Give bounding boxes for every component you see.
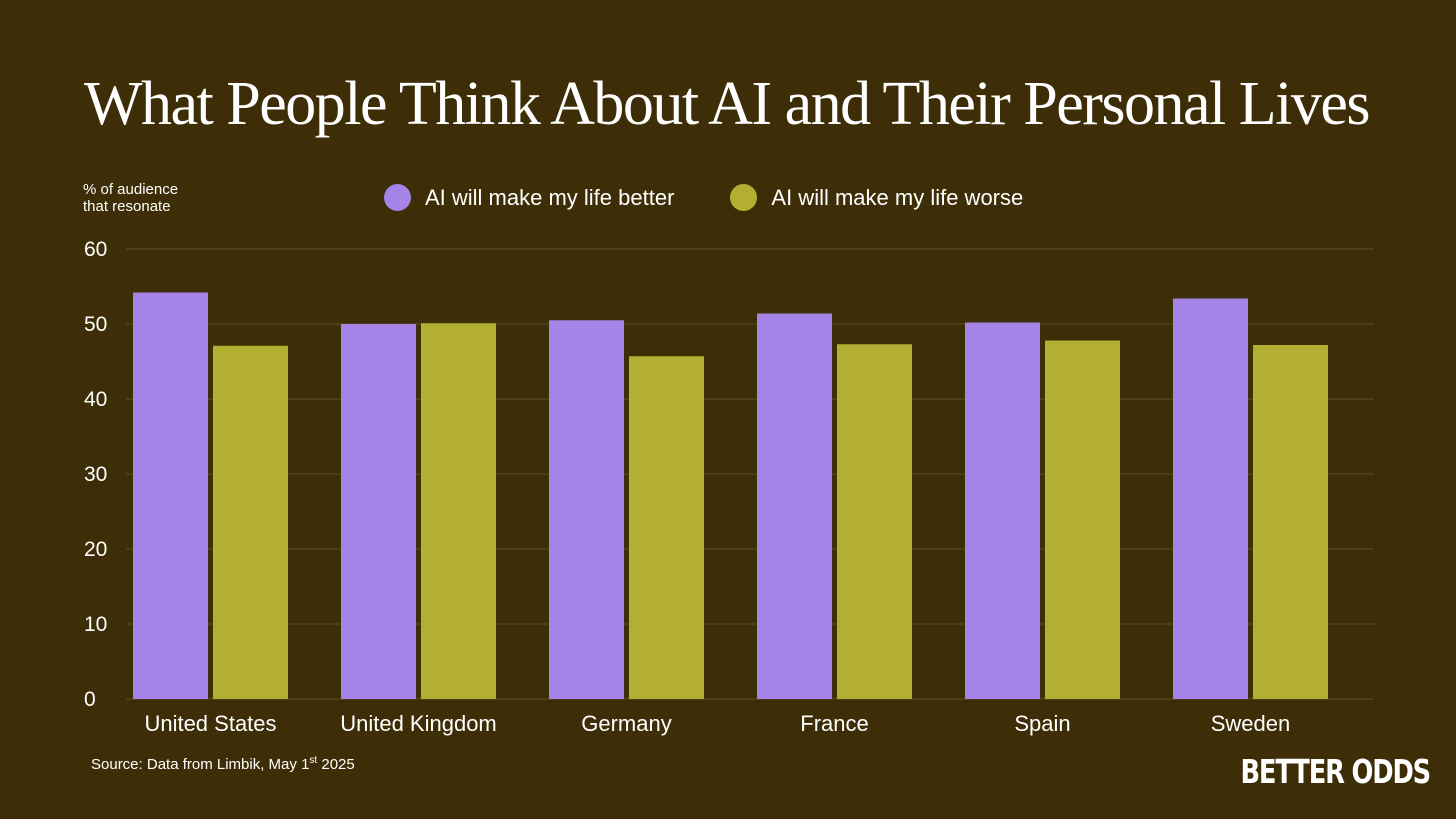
legend-item-better: AI will make my life better — [384, 184, 674, 211]
bar-better-germany — [549, 320, 624, 699]
bar-worse-sweden — [1253, 345, 1328, 699]
y-tick-label-20: 20 — [84, 538, 107, 561]
source-year: 2025 — [317, 756, 355, 773]
legend: AI will make my life better AI will make… — [384, 184, 1079, 211]
x-tick-label-france: France — [800, 711, 868, 736]
bar-worse-united-kingdom — [421, 323, 496, 699]
bar-worse-united-states — [213, 345, 288, 699]
y-tick-label-50: 50 — [84, 313, 107, 336]
y-tick-label-60: 60 — [84, 238, 107, 261]
x-tick-label-germany: Germany — [581, 711, 671, 736]
brand-logo: BETTER ODDS — [1240, 752, 1431, 791]
y-axis-label: % of audience that resonate — [83, 181, 223, 215]
bar-better-united-kingdom — [341, 324, 416, 699]
legend-label-better: AI will make my life better — [425, 184, 675, 210]
x-tick-label-spain: Spain — [1014, 711, 1070, 736]
bar-worse-france — [837, 344, 912, 699]
source-ordinal: st — [309, 755, 318, 766]
legend-swatch-worse — [730, 184, 758, 211]
source-note: Source: Data from Limbik, May 1st 2025 — [91, 755, 355, 773]
x-tick-label-united-kingdom: United Kingdom — [340, 711, 497, 736]
chart-title: What People Think About AI and Their Per… — [84, 70, 1371, 138]
y-tick-label-0: 0 — [84, 688, 96, 711]
y-tick-label-40: 40 — [84, 388, 107, 411]
x-tick-label-united-states: United States — [144, 711, 276, 736]
y-axis-label-line2: that resonate — [83, 198, 171, 215]
source-text: Source: Data from Limbik, May 1 — [91, 756, 310, 773]
legend-label-worse: AI will make my life worse — [771, 184, 1024, 210]
bar-better-united-states — [133, 292, 208, 699]
y-tick-label-10: 10 — [84, 613, 107, 636]
bar-worse-germany — [629, 356, 704, 699]
bar-better-france — [757, 313, 832, 699]
y-tick-label-30: 30 — [84, 463, 107, 486]
x-tick-label-sweden: Sweden — [1211, 711, 1291, 736]
bar-better-spain — [965, 322, 1040, 699]
bar-worse-spain — [1045, 340, 1120, 699]
legend-swatch-better — [384, 184, 411, 211]
legend-item-worse: AI will make my life worse — [730, 184, 1023, 211]
bar-better-sweden — [1173, 298, 1248, 699]
y-axis-label-line1: % of audience — [83, 181, 179, 198]
